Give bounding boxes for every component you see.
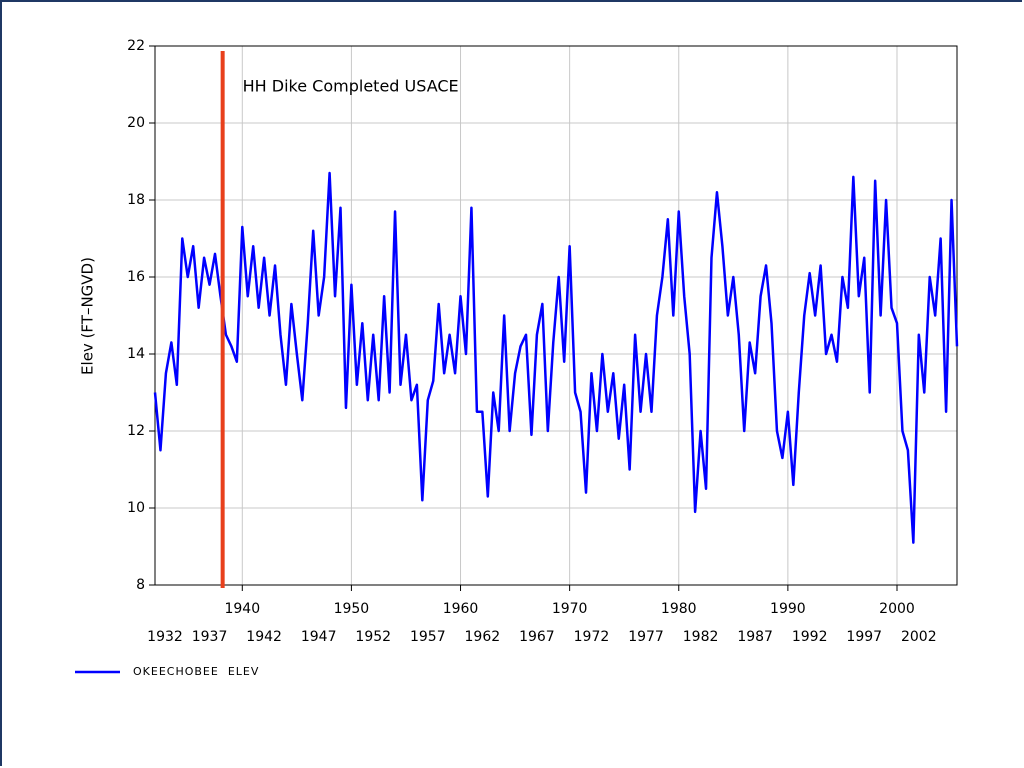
x-tick-label-secondary: 1942 (246, 629, 282, 645)
x-tick-label: 1940 (224, 601, 260, 617)
x-tick-label-secondary: 1972 (574, 629, 610, 645)
y-tick-label: 8 (136, 577, 145, 593)
x-tick-label-secondary: 1932 (147, 629, 183, 645)
x-tick-label: 2000 (879, 601, 915, 617)
y-tick-label: 12 (127, 423, 145, 439)
x-tick-label-secondary: 1997 (846, 629, 882, 645)
x-tick-label: 1950 (334, 601, 370, 617)
y-tick-label: 22 (127, 38, 145, 54)
x-tick-label: 1980 (661, 601, 697, 617)
legend-label: OKEECHOBEE ELEV (133, 665, 259, 678)
x-tick-label: 1970 (552, 601, 588, 617)
x-tick-label-secondary: 1982 (683, 629, 719, 645)
x-tick-label-secondary: 2002 (901, 629, 937, 645)
x-tick-label-secondary: 1977 (628, 629, 664, 645)
x-tick-label-secondary: 1992 (792, 629, 828, 645)
x-tick-label-secondary: 1952 (355, 629, 391, 645)
x-tick-label-secondary: 1987 (737, 629, 773, 645)
y-tick-label: 20 (127, 115, 145, 131)
y-tick-label: 18 (127, 192, 145, 208)
y-tick-label: 14 (127, 346, 145, 362)
x-tick-label: 1990 (770, 601, 806, 617)
x-tick-label-secondary: 1937 (192, 629, 228, 645)
y-tick-label: 16 (127, 269, 145, 285)
y-axis-label: Elev (FT–NGVD) (79, 257, 97, 375)
x-tick-label-secondary: 1947 (301, 629, 337, 645)
y-tick-label: 10 (127, 500, 145, 516)
x-tick-label: 1960 (443, 601, 479, 617)
x-tick-label-secondary: 1962 (465, 629, 501, 645)
x-tick-label-secondary: 1957 (410, 629, 446, 645)
x-tick-label-secondary: 1967 (519, 629, 555, 645)
data-line (153, 171, 959, 544)
annotation-label: HH Dike Completed USACE (243, 77, 459, 96)
